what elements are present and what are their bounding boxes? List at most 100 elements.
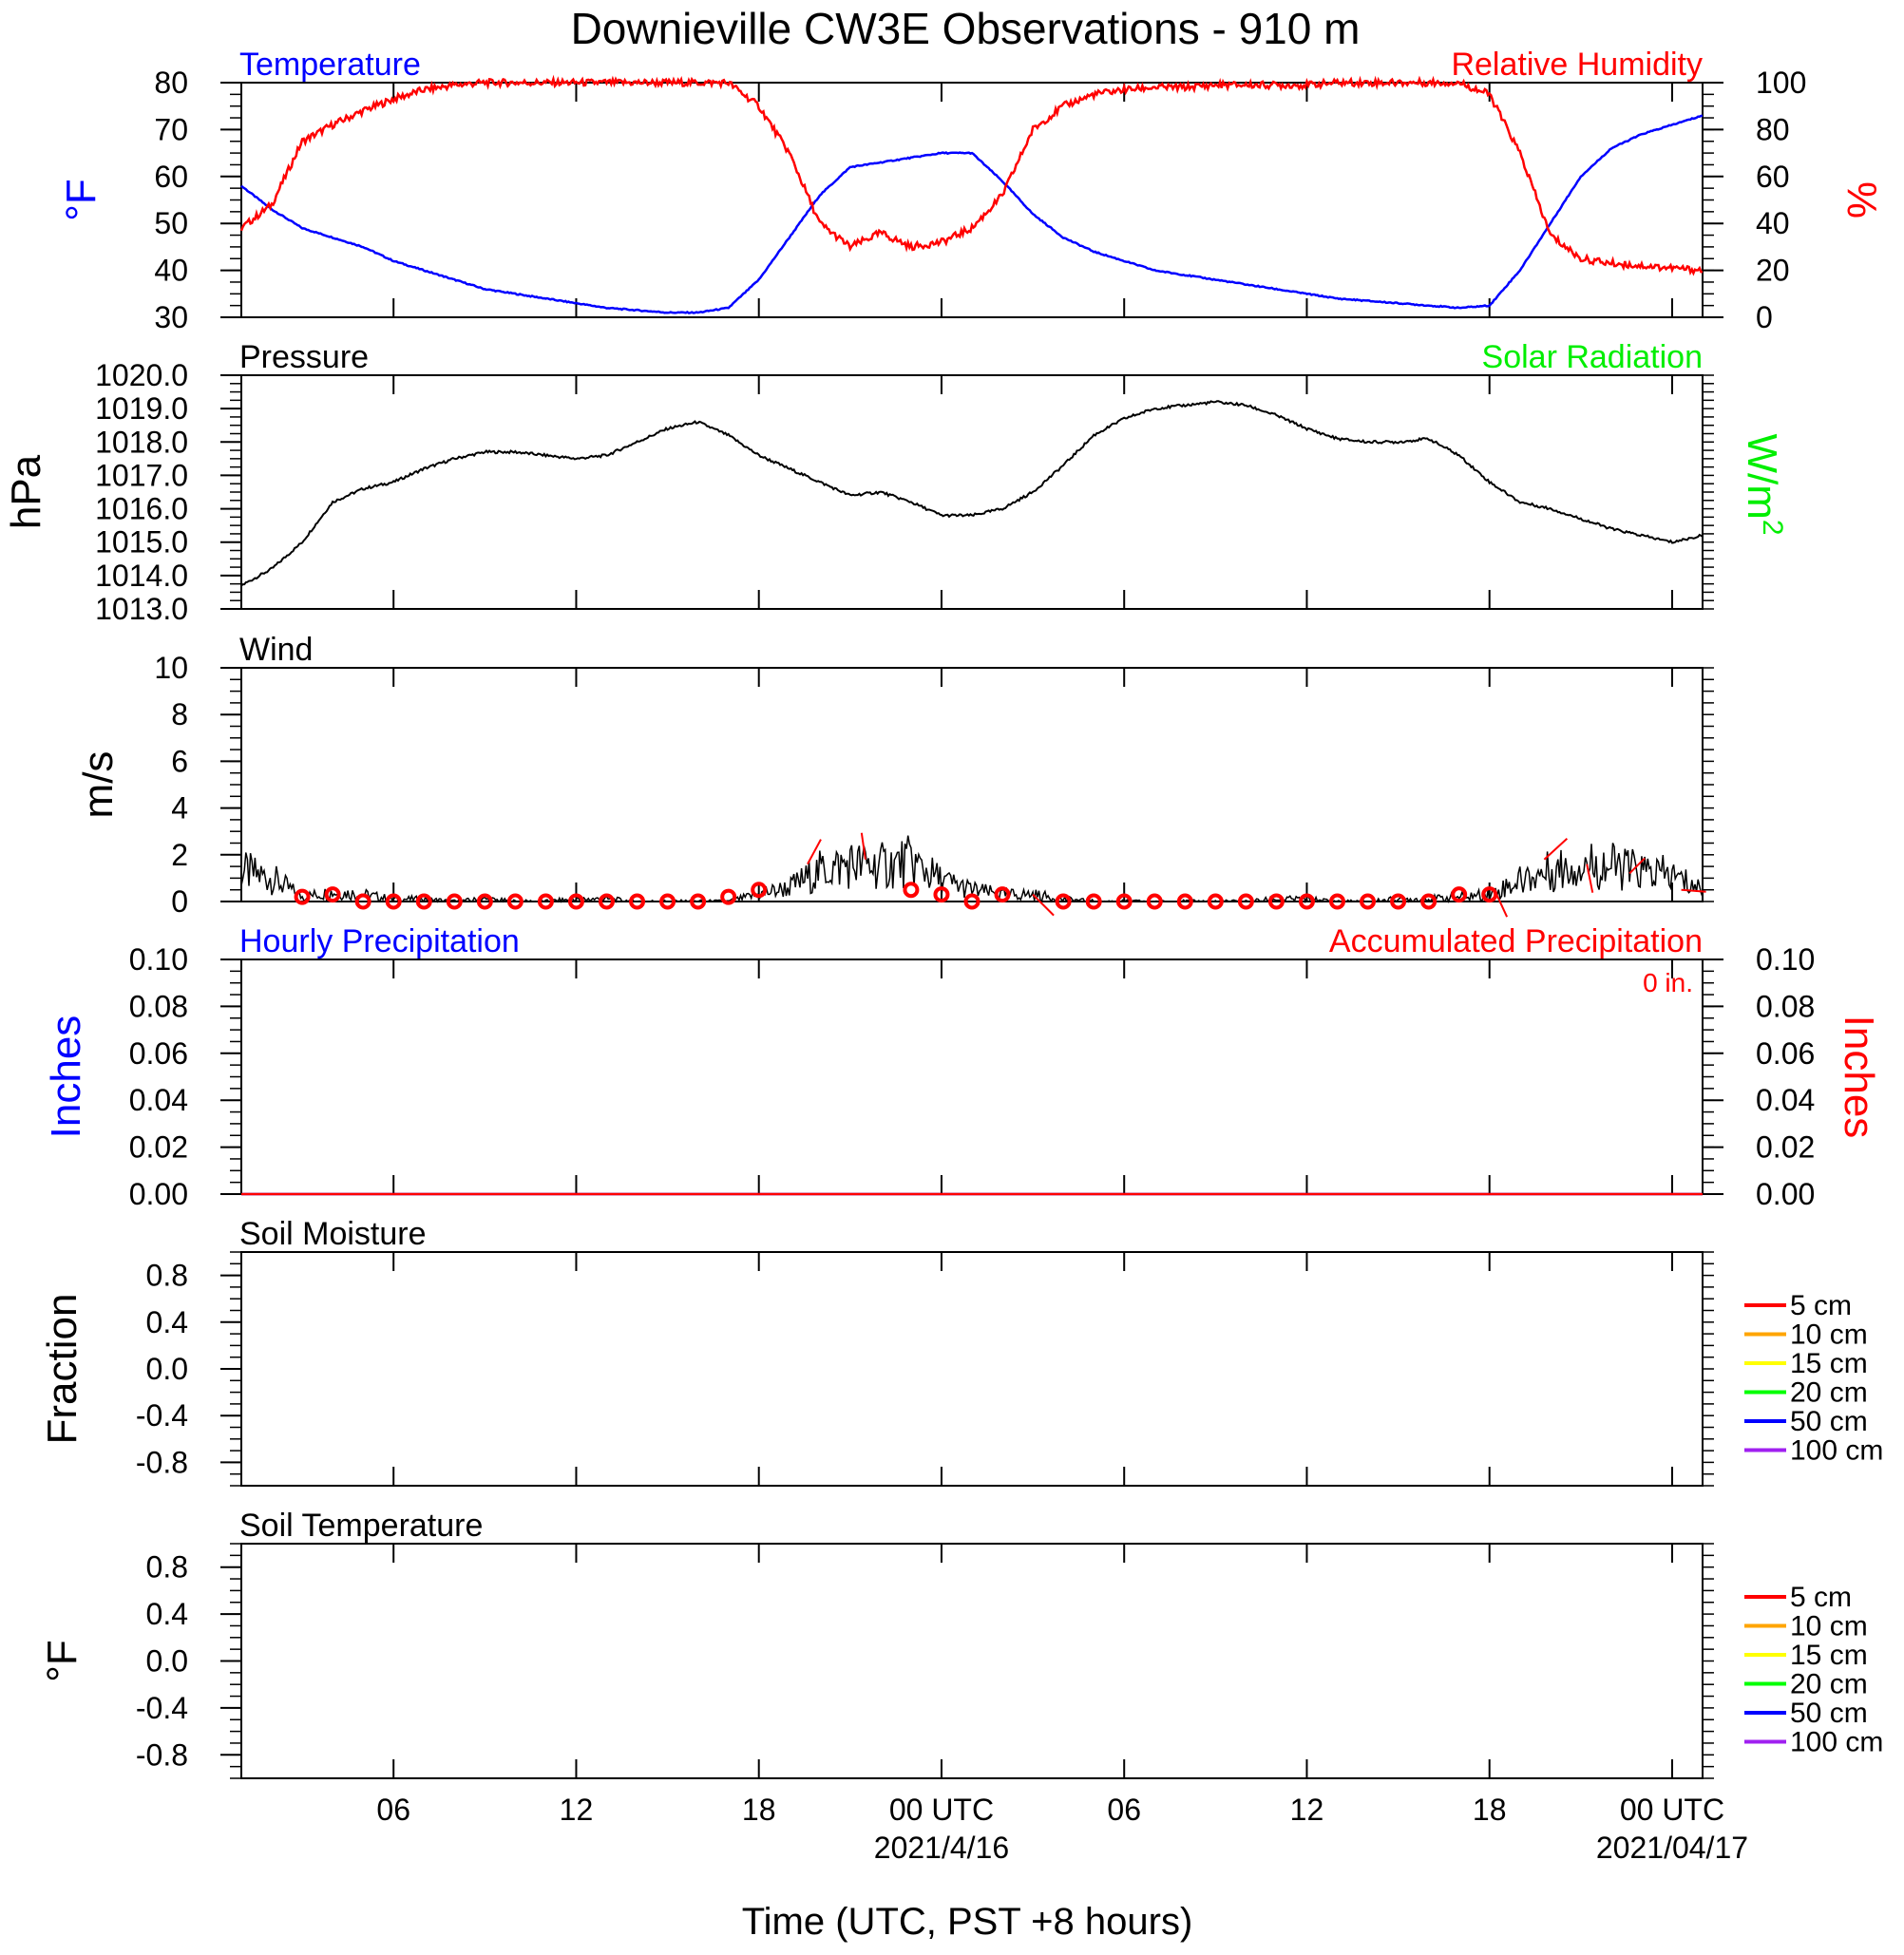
y-tick-label: 6 <box>171 744 188 778</box>
wind-hourly-marker <box>385 893 402 910</box>
y-tick-label: 0.08 <box>1756 989 1815 1023</box>
wind-barb <box>1543 837 1569 861</box>
panel-temperature-humidity: Temperature Relative Humidity 30 40 50 60 70 80… <box>58 47 1885 334</box>
legend-label: 100 cm <box>1790 1727 1883 1758</box>
panel-title-left: Wind <box>239 632 313 668</box>
x-tick-label: 06 <box>1107 1793 1141 1827</box>
wind-barb <box>1495 891 1509 918</box>
wind-hourly-marker <box>629 893 646 910</box>
wind-hourly-marker <box>963 893 981 910</box>
y-axis-label-left: Fraction <box>39 1294 86 1445</box>
y-axis-label-left: hPa <box>3 454 49 529</box>
wind-hourly-marker <box>599 893 615 910</box>
y-tick-label: -0.4 <box>136 1398 188 1433</box>
y-tick-label: 0.06 <box>129 1036 188 1071</box>
y-tick-label: 0.10 <box>1756 942 1815 977</box>
panel-pressure-solar: Pressure Solar Radiation 1013.01014.01015.… <box>3 339 1788 626</box>
wind-hourly-marker <box>903 882 920 899</box>
wind-hourly-marker <box>1298 893 1315 910</box>
panel-title-left: Temperature <box>239 47 421 83</box>
y-axis-label-right: Inches <box>1836 1015 1882 1139</box>
panel-title-left: Soil Temperature <box>239 1508 483 1544</box>
panel-frame <box>240 959 1704 1195</box>
y-tick-label: 0 <box>1756 300 1773 334</box>
wind-hourly-marker <box>324 886 341 903</box>
y-tick-label: 1014.0 <box>95 559 188 593</box>
y-tick-label: 1013.0 <box>95 592 188 626</box>
y-tick-label: 1020.0 <box>95 358 188 392</box>
wind-barb <box>1032 893 1055 917</box>
y-axis-label-left: Inches <box>43 1015 89 1139</box>
x-tick-date: 2021/4/16 <box>874 1831 1009 1865</box>
pressure-line <box>240 400 1704 587</box>
panel-frame <box>240 374 1704 610</box>
y-tick-label: 0.4 <box>146 1597 188 1631</box>
y-tick-label: 0.4 <box>146 1305 188 1339</box>
legend-label: 10 cm <box>1790 1319 1868 1351</box>
x-tick-label: 12 <box>1290 1793 1324 1827</box>
wind-hourly-marker <box>1055 893 1072 910</box>
wind-hourly-marker <box>720 888 737 905</box>
wind-hourly-marker <box>1420 893 1438 910</box>
legend-label: 10 cm <box>1790 1611 1868 1642</box>
wind-hourly-marker <box>751 882 768 899</box>
wind-hourly-marker <box>1360 893 1377 910</box>
y-tick-label: 40 <box>154 254 188 288</box>
y-axis-label-left: °F <box>58 179 105 220</box>
y-tick-label: 0.8 <box>146 1259 188 1293</box>
y-tick-label: 0.02 <box>1756 1130 1815 1165</box>
y-tick-label: 30 <box>154 300 188 334</box>
y-tick-label: 0.06 <box>1756 1036 1815 1071</box>
y-tick-label: -0.4 <box>136 1691 188 1725</box>
y-axis-label-right-sup: 2 <box>1757 520 1788 536</box>
y-tick-label: 0.10 <box>129 942 188 977</box>
x-tick-label: 18 <box>742 1793 776 1827</box>
panel-title-right: Accumulated Precipitation <box>1329 923 1703 959</box>
y-tick-label: 0.04 <box>1756 1083 1815 1117</box>
panel-title-left: Soil Moisture <box>239 1216 427 1252</box>
temperature-line <box>240 114 1704 314</box>
y-tick-label: -0.8 <box>136 1445 188 1479</box>
wind-hourly-marker <box>567 893 584 910</box>
y-tick-label: 0.00 <box>129 1177 188 1211</box>
wind-hourly-marker <box>1176 893 1193 910</box>
y-tick-label: 1015.0 <box>95 525 188 560</box>
panel-title-left: Pressure <box>239 339 369 375</box>
wind-barb <box>1628 857 1646 875</box>
panel-frame <box>240 1251 1704 1487</box>
y-tick-label: 2 <box>171 838 188 872</box>
wind-hourly-marker <box>1207 893 1224 910</box>
wind-hourly-marker <box>1237 893 1254 910</box>
wind-hourly-marker <box>294 888 311 905</box>
x-axis-label: Time (UTC, PST +8 hours) <box>742 1901 1193 1943</box>
y-tick-label: 0.08 <box>129 989 188 1023</box>
wind-hourly-marker <box>537 893 554 910</box>
wind-hourly-marker <box>1267 893 1285 910</box>
y-tick-label: 0.04 <box>129 1083 188 1117</box>
panel-title-right: Relative Humidity <box>1451 47 1703 83</box>
y-tick-label: 4 <box>171 791 188 826</box>
wind-hourly-marker <box>415 893 432 910</box>
wind-hourly-marker <box>933 886 950 903</box>
y-tick-label: 0 <box>171 884 188 919</box>
wind-barb <box>1586 864 1594 893</box>
legend-label: 5 cm <box>1790 1582 1852 1613</box>
wind-hourly-marker <box>1146 893 1163 910</box>
panel-soil-moisture: Soil Moisture -0.8 -0.4 0.0 0.4 0.8 Fraction 5 … <box>39 1216 1883 1487</box>
wind-hourly-marker <box>994 886 1011 903</box>
legend-label: 20 cm <box>1790 1377 1868 1409</box>
panel-precipitation: Hourly Precipitation Accumulated Precipit… <box>43 923 1882 1211</box>
wind-hourly-marker <box>354 893 371 910</box>
y-tick-label: -0.8 <box>136 1737 188 1772</box>
y-tick-label: 60 <box>154 160 188 194</box>
panel-frame <box>240 667 1704 902</box>
x-tick-label: 00 UTC <box>889 1793 994 1827</box>
y-tick-label: 1017.0 <box>95 458 188 492</box>
x-tick-label: 18 <box>1473 1793 1507 1827</box>
wind-barb <box>860 832 866 860</box>
y-tick-label: 60 <box>1756 160 1790 194</box>
y-tick-label: 50 <box>154 206 188 240</box>
wind-barb <box>1681 888 1706 893</box>
